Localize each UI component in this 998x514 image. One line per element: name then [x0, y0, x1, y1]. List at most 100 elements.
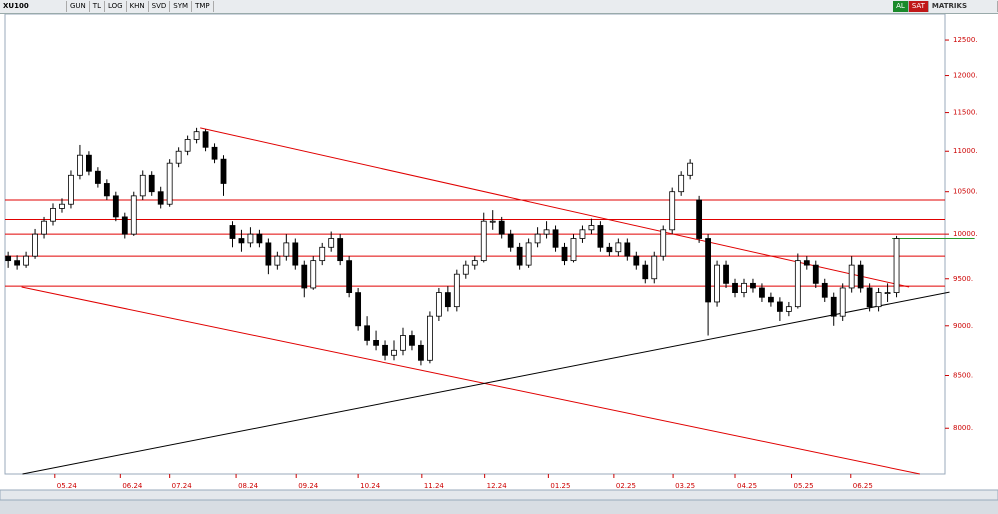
tool-button[interactable]: LOG — [105, 1, 127, 12]
candle-body — [310, 260, 317, 289]
candle-body — [382, 344, 388, 356]
candle-body — [651, 255, 658, 280]
candle-body — [839, 287, 846, 317]
tool-button[interactable]: TMP — [192, 1, 214, 12]
y-tick-label: 12000. — [953, 72, 978, 80]
candle-body — [23, 255, 29, 266]
candle-body — [848, 264, 855, 289]
candle-body — [525, 242, 532, 266]
candle-body — [435, 292, 442, 317]
x-tick-label: 12.24 — [487, 482, 508, 490]
candle-body — [588, 225, 595, 231]
plot-frame — [4, 14, 946, 475]
candle-body — [543, 229, 550, 235]
candle-body — [776, 301, 783, 312]
tool-button[interactable]: KHN — [127, 1, 149, 12]
candle-body — [94, 170, 101, 184]
candle-body — [723, 264, 729, 284]
trend-line — [200, 127, 910, 288]
x-tick-label: 08.24 — [238, 482, 259, 490]
candle-body — [68, 174, 74, 205]
candle-body — [184, 139, 191, 152]
candle-body — [705, 238, 711, 303]
x-tick-label: 07.24 — [172, 482, 193, 490]
candle-body — [498, 220, 505, 235]
candle-body — [480, 220, 487, 262]
x-tick-label: 05.25 — [794, 482, 814, 490]
x-tick-label: 02.25 — [616, 482, 636, 490]
symbol[interactable]: XU100 — [0, 1, 67, 12]
candle-body — [139, 174, 146, 197]
candle-body — [14, 260, 21, 266]
candle-body — [732, 282, 738, 294]
candle-body — [328, 238, 335, 248]
candle-body — [229, 225, 236, 239]
toolbar: XU100 GUN TL LOG KHN SVD SYM TMP AL SAT … — [0, 0, 998, 14]
candle-body — [768, 296, 774, 303]
y-tick-label: 9500. — [953, 275, 973, 283]
candle-body — [687, 162, 694, 176]
y-tick-label: 9000. — [953, 322, 973, 330]
candle-body — [373, 340, 379, 346]
candle-body — [507, 233, 514, 248]
x-tick-label: 04.25 — [737, 482, 757, 490]
candle-body — [444, 292, 451, 308]
candle-body — [238, 238, 245, 244]
candle-body — [615, 242, 622, 253]
trend-line — [21, 286, 920, 475]
candle-body — [274, 255, 281, 266]
candle-body — [830, 296, 837, 317]
candle-body — [112, 195, 119, 218]
tool-button[interactable]: SYM — [170, 1, 193, 12]
y-tick-label: 11000. — [953, 147, 978, 155]
chart-background — [0, 14, 998, 500]
candle-body — [893, 238, 900, 294]
candle-body — [821, 282, 828, 298]
candle-body — [561, 246, 568, 262]
candle-body — [633, 255, 640, 266]
candle-body — [624, 242, 631, 257]
candle-body — [211, 146, 218, 160]
candle-body — [696, 199, 703, 239]
tool-button[interactable]: TL — [90, 1, 105, 12]
x-tick-label: 03.25 — [675, 482, 695, 490]
candle-body — [148, 174, 155, 193]
tool-button[interactable]: GUN — [67, 1, 90, 12]
candle-body — [166, 162, 173, 205]
candle-body — [157, 191, 164, 205]
candle-body — [427, 315, 433, 361]
candle-body — [570, 238, 577, 262]
candle-body — [462, 264, 469, 275]
tool-button[interactable]: SVD — [149, 1, 171, 12]
candle-body — [642, 264, 649, 280]
x-tick-label: 10.24 — [360, 482, 381, 490]
scrollbar — [0, 489, 998, 501]
y-tick-label: 11500. — [953, 109, 978, 117]
y-tick-label: 10500. — [953, 188, 978, 196]
candle-body — [41, 220, 47, 235]
screen: XU100 GUN TL LOG KHN SVD SYM TMP AL SAT … — [0, 0, 998, 501]
y-tick-label: 8000. — [953, 424, 973, 432]
candle-body — [202, 131, 209, 148]
sell-button[interactable]: SAT — [908, 1, 929, 12]
candle-body — [534, 233, 541, 244]
candle-body — [337, 238, 344, 262]
candle-body — [59, 203, 65, 209]
candle-body — [678, 174, 685, 193]
candle-body — [606, 246, 613, 253]
candle-body — [220, 158, 227, 184]
candle-body — [750, 282, 756, 289]
x-tick-label: 06.25 — [853, 482, 873, 490]
candle-body — [875, 292, 882, 308]
candle-body — [103, 183, 110, 197]
y-tick-label: 8500. — [953, 372, 973, 380]
candle-body — [418, 344, 424, 361]
x-tick-label: 09.24 — [298, 482, 319, 490]
candle-body — [355, 292, 362, 327]
candle-body — [364, 325, 370, 341]
buy-button[interactable]: AL — [893, 1, 909, 12]
x-tick-label: 01.25 — [550, 482, 570, 490]
candle-body — [283, 242, 290, 257]
candle-body — [660, 229, 667, 257]
candle-body — [346, 260, 353, 294]
